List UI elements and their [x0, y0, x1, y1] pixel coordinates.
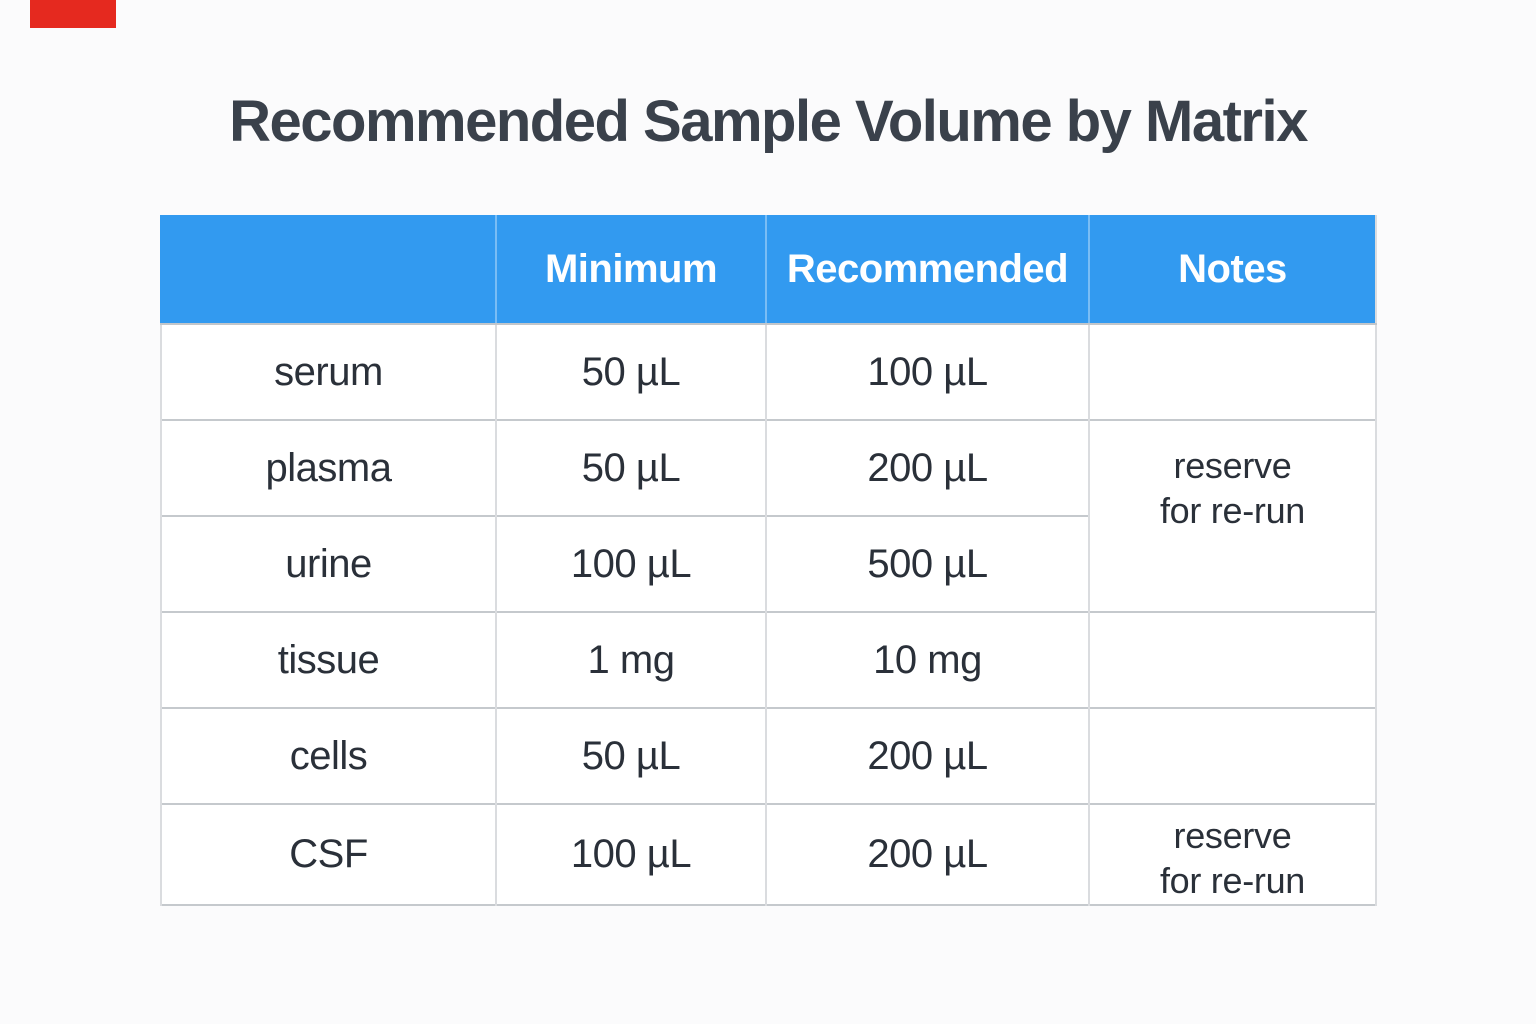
table-row-urine: urine 100 µL 500 µL: [160, 515, 1376, 612]
table-row-plasma: plasma 50 µL 200 µL reserve for re-run: [160, 419, 1377, 612]
recommended-cell: 200 µL: [765, 419, 1090, 516]
red-corner-marker: [30, 0, 116, 28]
table-row-cells: cells 50 µL 200 µL: [160, 707, 1377, 804]
note-line: reserve: [1173, 815, 1292, 856]
matrix-cell: CSF: [160, 803, 497, 905]
table-row-tissue: tissue 1 mg 10 mg: [160, 611, 1377, 708]
column-header-notes: Notes: [1088, 215, 1376, 325]
recommended-cell: 500 µL: [765, 515, 1090, 612]
sample-volume-table-grid: Minimum Recommended Notes serum 50 µL 10…: [160, 215, 1377, 906]
note-line: for re-run: [1159, 490, 1306, 531]
minimum-cell: 1 mg: [495, 611, 767, 708]
minimum-cell: 100 µL: [495, 515, 767, 612]
notes-cell: reserve for re-run: [1088, 803, 1377, 905]
notes-cell-merged: reserve for re-run: [1088, 419, 1377, 612]
matrix-cell: urine: [160, 515, 497, 612]
note-line: reserve: [1173, 445, 1292, 486]
recommended-cell: 200 µL: [765, 803, 1090, 905]
matrix-cell: serum: [160, 323, 497, 420]
notes-cell: [1088, 707, 1377, 804]
sample-volume-table: Minimum Recommended Notes serum 50 µL 10…: [160, 215, 1377, 906]
minimum-cell: 100 µL: [495, 803, 767, 905]
matrix-cell: tissue: [160, 611, 497, 708]
matrix-cell: cells: [160, 707, 497, 804]
column-header-recommended: Recommended: [765, 215, 1089, 325]
page-title: Recommended Sample Volume by Matrix: [229, 89, 1308, 154]
note-line: for re-run: [1159, 860, 1306, 901]
table-row-serum: serum 50 µL 100 µL: [160, 323, 1377, 420]
table-header-row: Minimum Recommended Notes: [160, 215, 1376, 325]
column-header-matrix: [160, 215, 496, 325]
column-header-minimum: Minimum: [495, 215, 766, 325]
notes-cell: [1088, 323, 1377, 420]
recommended-cell: 200 µL: [765, 707, 1090, 804]
recommended-cell: 100 µL: [765, 323, 1090, 420]
minimum-cell: 50 µL: [495, 707, 767, 804]
matrix-cell: plasma: [160, 419, 497, 516]
table-row-csf: CSF 100 µL 200 µL reserve for re-run: [160, 803, 1377, 905]
recommended-cell: 10 mg: [765, 611, 1090, 708]
minimum-cell: 50 µL: [495, 323, 767, 420]
minimum-cell: 50 µL: [495, 419, 767, 516]
notes-cell: [1088, 611, 1377, 708]
